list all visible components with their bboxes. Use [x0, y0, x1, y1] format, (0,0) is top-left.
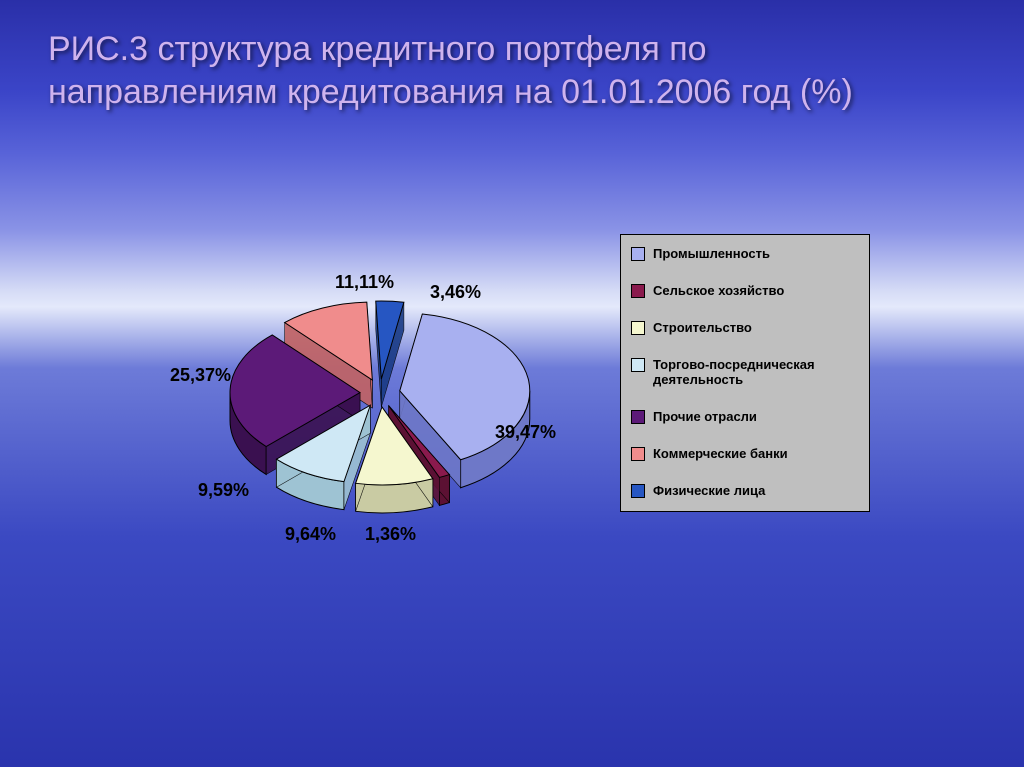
legend-label: Прочие отрасли	[653, 410, 757, 425]
legend-label: Промышленность	[653, 247, 770, 262]
legend-item: Торгово-посредническая деятельность	[631, 358, 859, 388]
slide-title: РИС.3 структура кредитного портфеля по н…	[48, 28, 928, 113]
legend-label: Строительство	[653, 321, 752, 336]
data-label: 39,47%	[495, 422, 556, 443]
legend-swatch	[631, 447, 645, 461]
legend-swatch	[631, 358, 645, 372]
legend-item: Сельское хозяйство	[631, 284, 859, 299]
data-label: 1,36%	[365, 524, 416, 545]
data-label: 9,59%	[198, 480, 249, 501]
chart-legend: Промышленность Сельское хозяйство Строител…	[620, 234, 870, 512]
data-label: 11,11%	[335, 272, 394, 293]
pie-chart	[195, 275, 565, 535]
legend-swatch	[631, 321, 645, 335]
legend-label: Торгово-посредническая деятельность	[653, 358, 859, 388]
legend-label: Сельское хозяйство	[653, 284, 784, 299]
data-label: 3,46%	[430, 282, 481, 303]
slide: РИС.3 структура кредитного портфеля по н…	[0, 0, 1024, 767]
legend-item: Физические лица	[631, 484, 859, 499]
data-label: 25,37%	[170, 365, 231, 386]
legend-item: Прочие отрасли	[631, 410, 859, 425]
legend-swatch	[631, 484, 645, 498]
legend-item: Промышленность	[631, 247, 859, 262]
legend-item: Строительство	[631, 321, 859, 336]
legend-label: Физические лица	[653, 484, 765, 499]
legend-swatch	[631, 410, 645, 424]
legend-swatch	[631, 247, 645, 261]
data-label: 9,64%	[285, 524, 336, 545]
legend-item: Коммерческие банки	[631, 447, 859, 462]
legend-label: Коммерческие банки	[653, 447, 788, 462]
legend-swatch	[631, 284, 645, 298]
